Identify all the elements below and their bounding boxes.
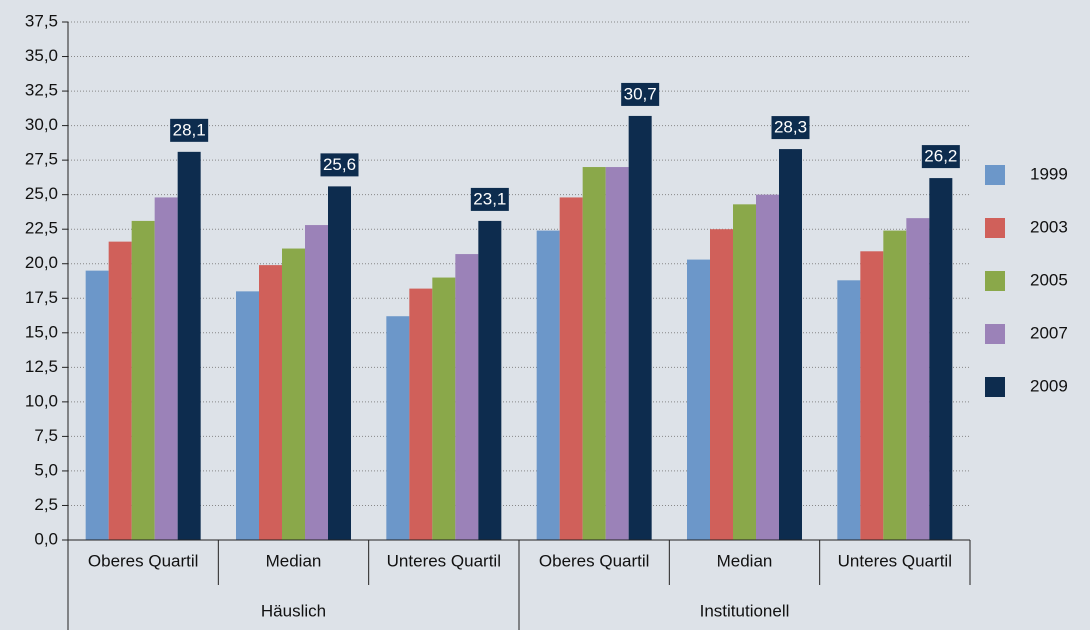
- legend-label: 2007: [1030, 323, 1068, 342]
- x-tick-label: Oberes Quartil: [88, 551, 199, 570]
- data-label: 26,2: [924, 147, 957, 166]
- bar: [154, 197, 178, 541]
- bar: [559, 197, 583, 541]
- bar: [455, 254, 479, 540]
- legend-swatch: [985, 324, 1005, 344]
- legend-swatch: [985, 377, 1005, 397]
- bar: [108, 241, 132, 540]
- legend-label: 2009: [1030, 376, 1068, 395]
- bar: [687, 259, 710, 540]
- bar: [386, 316, 410, 540]
- legend-label: 1999: [1030, 164, 1068, 183]
- group-label: Häuslich: [261, 601, 326, 620]
- bar: [906, 218, 930, 540]
- data-label: 30,7: [624, 84, 657, 103]
- bar: [733, 204, 756, 540]
- bar: [177, 151, 201, 540]
- data-label-box: [921, 145, 960, 169]
- y-tick-label: 2,5: [34, 495, 58, 514]
- legend-label: 2003: [1030, 217, 1068, 236]
- bar: [837, 280, 861, 540]
- y-tick-label: 7,5: [34, 426, 58, 445]
- bar: [536, 230, 560, 540]
- y-tick-label: 30,0: [25, 115, 58, 134]
- x-tick-label: Unteres Quartil: [387, 551, 501, 570]
- bar: [605, 167, 629, 541]
- legend-label: 2005: [1030, 270, 1068, 289]
- bar: [85, 270, 109, 540]
- bar: [779, 149, 802, 540]
- data-label: 25,6: [323, 155, 356, 174]
- bar: [929, 178, 953, 540]
- bar: [259, 265, 282, 540]
- y-tick-label: 25,0: [25, 184, 58, 203]
- y-tick-label: 32,5: [25, 81, 58, 100]
- legend-swatch: [985, 218, 1005, 238]
- x-tick-label: Oberes Quartil: [539, 551, 650, 570]
- y-tick-label: 0,0: [34, 529, 58, 548]
- y-tick-label: 27,5: [25, 150, 58, 169]
- bar: [282, 248, 305, 540]
- x-tick-label: Median: [717, 551, 773, 570]
- y-tick-label: 22,5: [25, 219, 58, 238]
- x-tick-label: Median: [266, 551, 322, 570]
- bar: [409, 288, 433, 540]
- group-label: Institutionell: [700, 601, 790, 620]
- bar: [582, 167, 606, 541]
- bar: [328, 186, 351, 540]
- y-tick-label: 10,0: [25, 391, 58, 410]
- bar: [131, 220, 155, 541]
- data-label: 23,1: [473, 189, 506, 208]
- bar: [710, 229, 733, 540]
- data-label: 28,3: [774, 118, 807, 137]
- data-label-box: [170, 118, 209, 142]
- legend-swatch: [985, 271, 1005, 291]
- bar: [236, 291, 259, 540]
- data-label-box: [621, 82, 660, 106]
- bar: [305, 225, 328, 540]
- bar: [628, 115, 652, 540]
- data-label: 28,1: [173, 120, 206, 139]
- bar: [756, 194, 779, 540]
- bar: [860, 251, 884, 540]
- bar: [432, 277, 456, 540]
- bar: [478, 220, 502, 541]
- y-tick-label: 5,0: [34, 460, 58, 479]
- data-label-box: [470, 187, 509, 211]
- y-tick-label: 37,5: [25, 11, 58, 30]
- data-label-box: [771, 116, 810, 140]
- legend-swatch: [985, 165, 1005, 185]
- y-tick-label: 20,0: [25, 253, 58, 272]
- y-tick-label: 35,0: [25, 46, 58, 65]
- y-tick-label: 17,5: [25, 288, 58, 307]
- data-label-box: [320, 153, 359, 177]
- bar: [883, 230, 907, 540]
- y-tick-label: 12,5: [25, 357, 58, 376]
- y-tick-label: 15,0: [25, 322, 58, 341]
- x-tick-label: Unteres Quartil: [838, 551, 952, 570]
